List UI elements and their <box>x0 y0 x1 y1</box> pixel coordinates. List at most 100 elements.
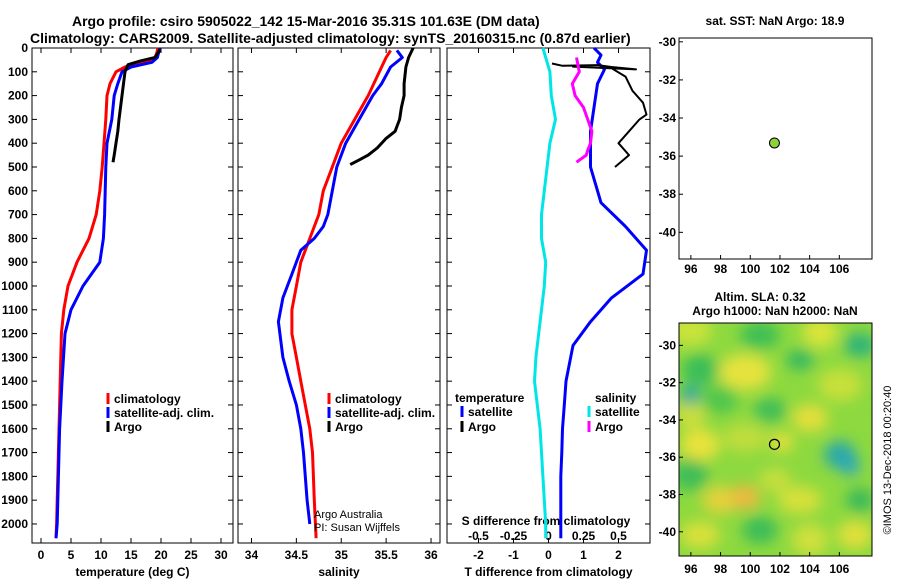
salinity-xtick-label: 35.5 <box>374 548 398 562</box>
salinity-xtick-label: 35 <box>335 548 349 562</box>
sla-map-xtick-label: 104 <box>800 562 820 576</box>
figure-title-line2: Climatology: CARS2009. Satellite-adjuste… <box>30 30 631 46</box>
difference-line-s-argo <box>570 57 594 164</box>
salinity-xtick-label: 36 <box>424 548 438 562</box>
sla-map-subtitle: Argo h1000: NaN h2000: NaN <box>692 304 857 318</box>
salinity-xtick-label: 34 <box>245 548 259 562</box>
sla-heatmap-blobs <box>679 323 872 556</box>
sla-heatmap-blob <box>818 369 862 401</box>
sla-heatmap-blob <box>846 488 872 512</box>
sst-map-xtick-label: 106 <box>829 262 849 276</box>
salinity-diff-xtick-label: 0.25 <box>572 529 596 543</box>
depth-tick-label: 300 <box>8 112 28 126</box>
temperature-xtick-label: 15 <box>124 548 138 562</box>
difference-xtick-label: 2 <box>615 548 622 562</box>
imos-watermark: ©IMOS 13-Dec-2018 00:20:40 <box>882 386 894 535</box>
salinity-diff-xtick-label: -0.5 <box>468 529 489 543</box>
sla-heatmap-blob <box>770 432 794 452</box>
sla-heatmap-blob <box>679 401 706 429</box>
difference-xtick-label: -1 <box>508 548 519 562</box>
temperature-legend-climatology-label: climatology <box>114 392 181 406</box>
sla-map-title: Altim. SLA: 0.32 <box>714 290 806 304</box>
depth-tick-label: 1900 <box>1 493 28 507</box>
depth-tick-label: 100 <box>8 65 28 79</box>
sla-heatmap-blob <box>730 485 760 509</box>
depth-tick-label: 2000 <box>1 517 28 531</box>
depth-tick-label: 1600 <box>1 422 28 436</box>
difference-legend-s-satellite-label: satellite <box>595 405 640 419</box>
sla-map-ytick-label: -36 <box>659 450 677 464</box>
sla-heatmap-blob <box>723 424 767 452</box>
depth-tick-label: 1300 <box>1 350 28 364</box>
temperature-xlabel: temperature (deg C) <box>75 565 189 579</box>
sst-map-ytick-label: -40 <box>659 225 677 239</box>
sst-map-xtick-label: 102 <box>770 262 790 276</box>
sla-heatmap-blob <box>792 524 828 556</box>
sst-map-frame <box>678 37 873 260</box>
sla-heatmap-blob <box>759 468 791 492</box>
temperature-xtick-label: 20 <box>154 548 168 562</box>
sla-map-ytick-label: -40 <box>659 525 677 539</box>
sla-heatmap-blob <box>786 350 814 370</box>
salinity-panel-frame <box>237 47 441 544</box>
sla-heatmap-blob <box>802 323 838 348</box>
sla-heatmap-blob <box>754 398 786 422</box>
sla-heatmap-blob <box>702 486 738 514</box>
depth-tick-label: 1100 <box>2 303 28 317</box>
depth-tick-label: 1500 <box>1 398 28 412</box>
difference-line-s-satellite <box>533 47 557 539</box>
depth-tick-label: 800 <box>8 231 28 245</box>
difference-legend-title-salinity: salinity <box>595 391 637 405</box>
depth-tick-label: 1200 <box>1 327 28 341</box>
difference-panel-frame <box>446 47 651 544</box>
credit-pi-name: PI: Susan Wijffels <box>314 522 400 534</box>
sla-map-argo-point <box>768 438 781 450</box>
temperature-line-satellite <box>54 47 162 539</box>
temperature-line-climatology <box>54 47 160 539</box>
salinity-line-satellite <box>276 49 404 525</box>
depth-tick-label: 0 <box>21 41 28 55</box>
depth-tick-label: 1800 <box>1 469 28 483</box>
temperature-xtick-label: 0 <box>38 548 45 562</box>
sla-heatmap-blob <box>844 333 872 357</box>
temperature-legend-satellite-label: satellite-adj. clim. <box>114 406 214 420</box>
depth-tick-label: 1000 <box>1 279 28 293</box>
temperature-line-argo <box>111 48 162 163</box>
sla-heatmap-blob <box>679 323 712 346</box>
sla-heatmap-blob <box>702 386 738 414</box>
difference-xtick-label: 1 <box>580 548 587 562</box>
sla-heatmap-blob <box>680 521 720 549</box>
sst-map-xtick-label: 96 <box>684 262 698 276</box>
sla-heatmap-blob <box>792 404 828 432</box>
salinity-line-climatology <box>290 49 392 539</box>
depth-tick-label: 700 <box>8 208 28 222</box>
sla-heatmap-blob <box>778 486 822 514</box>
sla-map-frame <box>678 322 873 557</box>
sla-heatmap-blob <box>742 516 778 544</box>
sst-map-ytick-label: -32 <box>659 73 677 87</box>
salinity-legend-climatology-label: climatology <box>335 392 402 406</box>
sla-map-xtick-label: 96 <box>684 562 698 576</box>
sla-map-xtick-label: 98 <box>714 562 728 576</box>
sst-map-argo-point <box>768 137 780 149</box>
sst-map-ytick-label: -36 <box>659 149 677 163</box>
difference-line-t-argo <box>551 62 648 168</box>
depth-tick-label: 900 <box>8 255 28 269</box>
depth-tick-label: 200 <box>8 89 28 103</box>
depth-tick-label: 500 <box>8 160 28 174</box>
sla-heatmap-blob <box>679 459 708 491</box>
sla-map-xtick-label: 100 <box>740 562 760 576</box>
depth-tick-label: 600 <box>8 184 28 198</box>
difference-legend-s-argo-label: Argo <box>595 420 623 434</box>
sla-map-ytick-label: -32 <box>659 376 677 390</box>
difference-legend-t-satellite-label: satellite <box>468 405 513 419</box>
sla-map-xtick-label: 106 <box>829 562 849 576</box>
sst-map-xtick-label: 100 <box>740 262 760 276</box>
temperature-legend-argo-label: Argo <box>114 420 142 434</box>
difference-legend-t-argo-label: Argo <box>468 420 496 434</box>
sst-map-ytick-label: -34 <box>659 111 677 125</box>
depth-tick-label: 400 <box>8 136 28 150</box>
sla-heatmap-blob <box>682 354 718 386</box>
salinity-diff-xtick-label: 0.5 <box>610 529 627 543</box>
